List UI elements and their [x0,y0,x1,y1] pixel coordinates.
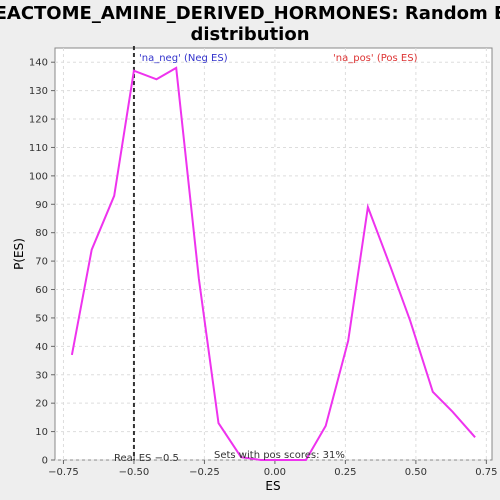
y-tick-label: 100 [29,171,48,182]
y-axis-label: P(ES) [12,238,26,270]
x-tick-label: 0.00 [264,467,286,478]
x-tick-label: −0.75 [48,467,79,478]
y-tick-label: 20 [35,399,48,410]
real-es-label: Real ES −0.5 [114,453,179,464]
y-tick-label: 70 [35,257,48,268]
x-axis-label: ES [265,479,280,493]
x-axis: −0.75 −0.50 −0.25 0.00 0.25 0.50 0.75 [48,460,497,478]
x-tick-label: 0.50 [405,467,427,478]
x-tick-label: 0.75 [475,467,497,478]
y-tick-label: 110 [29,143,48,154]
y-tick-label: 50 [35,313,48,324]
x-tick-label: 0.25 [334,467,356,478]
y-tick-label: 30 [35,370,48,381]
x-tick-label: −0.50 [119,467,150,478]
y-tick-label: 40 [35,342,48,353]
y-tick-label: 120 [29,115,48,126]
y-axis: 0 10 20 30 40 50 60 70 80 90 100 110 120 130 140 [29,58,55,467]
y-tick-label: 80 [35,228,48,239]
chart-title-line1: REACTOME_AMINE_DERIVED_HORMONES: Random … [0,3,500,24]
plot-area [54,47,493,461]
sets-label: Sets with pos scores: 31% [214,450,345,461]
y-tick-label: 10 [35,427,48,438]
y-tick-label: 90 [35,200,48,211]
pos-label: 'na_pos' (Pos ES) [333,53,418,64]
y-tick-label: 60 [35,285,48,296]
y-tick-label: 140 [29,58,48,69]
x-tick-label: −0.25 [189,467,220,478]
y-tick-label: 130 [29,86,48,97]
neg-label: 'na_neg' (Neg ES) [139,53,228,64]
series-line [70,66,476,461]
chart-title-line2: distribution [190,24,309,45]
y-tick-label: 0 [42,456,48,467]
